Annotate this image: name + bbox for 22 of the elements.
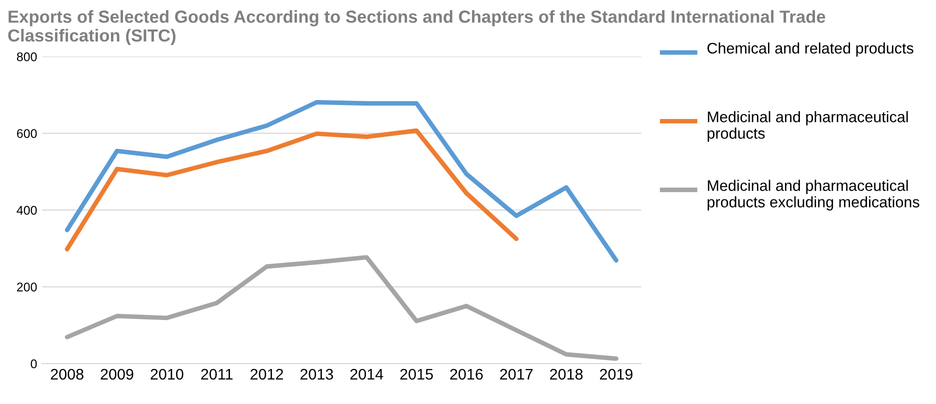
y-tick-label: 600 (17, 129, 37, 138)
y-tick-label: 400 (16, 206, 37, 215)
y-tick-label: 800 (16, 52, 37, 62)
x-tick-label: 2013 (300, 368, 334, 380)
x-tick-label: 2012 (250, 368, 283, 380)
y-tick-label: 200 (17, 282, 37, 292)
x-tick-label: 2011 (201, 368, 233, 380)
x-tick-label: 2009 (100, 368, 134, 380)
x-tick-label: 2014 (350, 368, 384, 380)
legend-label: Medicinal and pharmaceutical products (708, 111, 908, 142)
x-tick-label: 2008 (50, 368, 84, 380)
line-series (64, 100, 618, 263)
x-tick-label: 2010 (150, 368, 184, 380)
x-tick-label: 2017 (500, 368, 533, 380)
x-tick-label: 2019 (600, 368, 632, 380)
x-tick-label: 2015 (400, 368, 433, 380)
x-tick-label: 2016 (450, 368, 483, 380)
line-series (64, 255, 618, 361)
line-series (64, 128, 519, 252)
y-tick-label: 0 (30, 359, 37, 368)
legend-label: Medicinal and pharmaceutical products excluding medications (708, 180, 920, 210)
x-tick-label: 2018 (550, 368, 583, 380)
